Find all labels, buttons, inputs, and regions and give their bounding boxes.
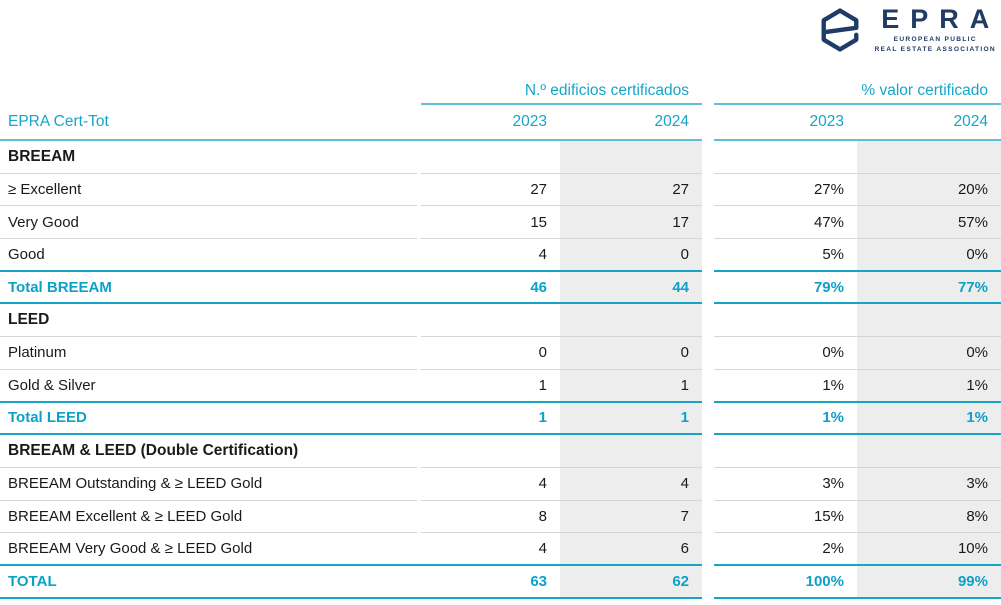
total-value: 46 (421, 272, 560, 305)
cell-value: 8 (421, 501, 560, 534)
row-label: Good (0, 239, 417, 272)
cell-value: 0 (560, 239, 702, 272)
cell-value: 27 (560, 173, 702, 207)
epra-logo-subtitle: EUROPEAN PUBLIC REAL ESTATE ASSOCIATION (874, 36, 996, 53)
year-header-row: EPRA Cert-Tot 2023 2024 2023 2024 (0, 105, 1001, 141)
table-row: BREEAM Very Good & ≥ LEED Gold 4 6 2% 10… (0, 533, 1001, 566)
cell-value: 4 (560, 467, 702, 501)
cell-value: 20% (857, 173, 1001, 207)
year-header: 2024 (857, 105, 1001, 141)
cell-value: 1% (857, 369, 1001, 403)
row-label: Gold & Silver (0, 370, 417, 403)
cell-value: 4 (421, 468, 560, 501)
section-header-row-leed: LEED (0, 304, 1001, 338)
row-label: BREEAM Outstanding & ≥ LEED Gold (0, 468, 417, 501)
total-value: 1% (857, 402, 1001, 436)
cell-value: 4 (421, 533, 560, 566)
year-header: 2023 (714, 105, 857, 141)
total-value: 77% (857, 271, 1001, 305)
epra-hexagon-e-icon (818, 8, 862, 52)
total-value: 99% (857, 565, 1001, 599)
total-value: 1 (421, 403, 560, 436)
cell-value: 0% (857, 239, 1001, 272)
group-header-pct-value: % valor certificado (714, 78, 1001, 105)
cell-value: 0% (857, 337, 1001, 370)
cell-value: 5% (714, 239, 857, 272)
cell-value: 1 (421, 370, 560, 403)
cell-value: 1% (714, 370, 857, 403)
table-row: BREEAM Excellent & ≥ LEED Gold 8 7 15% 8… (0, 500, 1001, 534)
cell-value: 0 (560, 337, 702, 370)
section-header-row-double-certification: BREEAM & LEED (Double Certification) (0, 435, 1001, 468)
total-label: Total LEED (0, 403, 417, 436)
total-value: 1 (560, 402, 702, 436)
table-row: Very Good 15 17 47% 57% (0, 206, 1001, 240)
cell-value: 3% (857, 467, 1001, 501)
total-value: 62 (560, 565, 702, 599)
epra-logo-name: EPRA (881, 4, 1001, 34)
total-row-leed: Total LEED 1 1 1% 1% (0, 402, 1001, 436)
cell-value: 6 (560, 533, 702, 566)
cell-value: 8% (857, 500, 1001, 534)
table-row: Good 4 0 5% 0% (0, 239, 1001, 272)
section-header-row-breeam: BREEAM (0, 141, 1001, 174)
row-label: Platinum (0, 337, 417, 370)
total-value: 44 (560, 271, 702, 305)
row-label: BREEAM Very Good & ≥ LEED Gold (0, 533, 417, 566)
column-group-header-row: N.º edificios certificados % valor certi… (0, 78, 1001, 105)
cell-value: 2% (714, 533, 857, 566)
cell-value: 57% (857, 206, 1001, 240)
total-label: TOTAL (0, 566, 417, 599)
row-label: BREEAM Excellent & ≥ LEED Gold (0, 501, 417, 534)
cell-value: 47% (714, 206, 857, 240)
row-label: ≥ Excellent (0, 174, 417, 207)
row-label: Very Good (0, 206, 417, 240)
group-header-num-buildings: N.º edificios certificados (421, 78, 702, 105)
cell-value: 1 (560, 369, 702, 403)
cell-value: 27% (714, 174, 857, 207)
certification-table: N.º edificios certificados % valor certi… (0, 78, 1001, 599)
cell-value: 0% (714, 337, 857, 370)
cell-value: 0 (421, 337, 560, 370)
cell-value: 27 (421, 174, 560, 207)
epra-logo-text: EPRA EUROPEAN PUBLIC REAL ESTATE ASSOCIA… (875, 6, 996, 55)
total-row-breeam: Total BREEAM 46 44 79% 77% (0, 271, 1001, 305)
cell-value: 17 (560, 206, 702, 240)
year-header: 2023 (421, 105, 560, 141)
cell-value: 15% (714, 501, 857, 534)
total-value: 1% (714, 403, 857, 436)
cell-value: 7 (560, 500, 702, 534)
cell-value: 4 (421, 239, 560, 272)
total-row-grand: TOTAL 63 62 100% 99% (0, 565, 1001, 599)
cell-value: 15 (421, 206, 560, 240)
table-row: Gold & Silver 1 1 1% 1% (0, 369, 1001, 403)
cell-value: 3% (714, 468, 857, 501)
table-row: BREEAM Outstanding & ≥ LEED Gold 4 4 3% … (0, 467, 1001, 501)
table-title: EPRA Cert-Tot (0, 105, 417, 141)
year-header: 2024 (560, 105, 702, 141)
table-row: Platinum 0 0 0% 0% (0, 337, 1001, 370)
total-label: Total BREEAM (0, 272, 417, 305)
total-value: 79% (714, 272, 857, 305)
cell-value: 10% (857, 533, 1001, 566)
total-value: 63 (421, 566, 560, 599)
epra-logo: EPRA EUROPEAN PUBLIC REAL ESTATE ASSOCIA… (818, 6, 996, 55)
total-value: 100% (714, 566, 857, 599)
table-row: ≥ Excellent 27 27 27% 20% (0, 173, 1001, 207)
